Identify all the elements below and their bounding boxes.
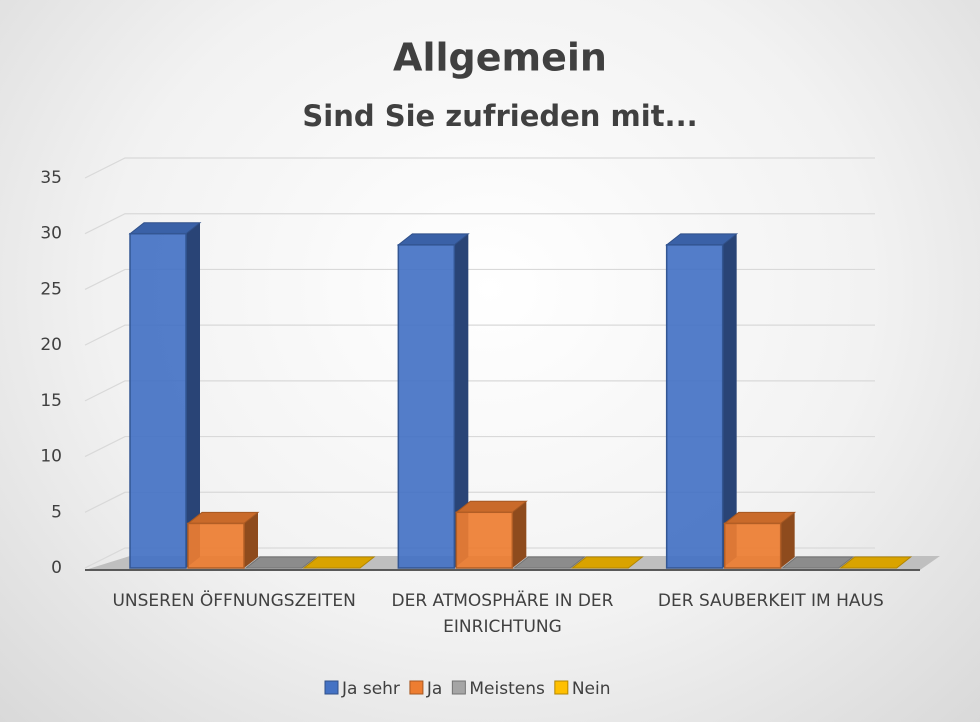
grid-line xyxy=(84,547,875,569)
bar xyxy=(244,556,318,569)
chart-subtitle: Sind Sie zufrieden mit... xyxy=(302,99,697,133)
y-tick-label: 30 xyxy=(40,224,62,244)
chart-title: Allgemein xyxy=(393,36,607,80)
x-tick-label: UNSEREN ÖFFNUNGSZEITEN xyxy=(112,591,356,611)
grid-line xyxy=(84,380,875,402)
bar xyxy=(128,222,202,569)
bar-face xyxy=(839,556,913,569)
y-tick-label: 10 xyxy=(40,447,62,467)
legend-label: Ja xyxy=(426,679,442,699)
bar xyxy=(302,556,376,569)
grid-line xyxy=(84,268,875,290)
y-tick-label: 0 xyxy=(51,558,62,578)
y-tick-label: 25 xyxy=(40,279,62,299)
bar-face xyxy=(780,512,795,568)
bar-face xyxy=(722,233,737,568)
legend-swatch xyxy=(324,680,339,695)
bar-face xyxy=(129,232,187,569)
bar-face xyxy=(570,556,644,569)
bar xyxy=(781,556,855,569)
bar xyxy=(839,556,913,569)
bar xyxy=(186,511,260,569)
grid-line xyxy=(84,491,875,513)
bar-face xyxy=(455,511,514,569)
legend-swatch xyxy=(409,680,424,695)
bar xyxy=(512,556,586,569)
bar-face xyxy=(302,556,376,569)
bar xyxy=(396,233,470,569)
bar-face xyxy=(244,556,318,569)
x-tick-label: DER SAUBERKEIT IM HAUS xyxy=(657,591,884,611)
bar-face xyxy=(187,522,245,569)
y-tick-label: 20 xyxy=(40,335,62,355)
bar-face xyxy=(723,522,782,569)
legend-swatch xyxy=(554,680,569,695)
bar-face xyxy=(665,244,724,569)
bar xyxy=(723,511,797,569)
legend-swatch xyxy=(451,680,466,695)
bar-face xyxy=(781,556,855,569)
grid-line xyxy=(84,157,875,179)
y-tick-label: 15 xyxy=(40,391,62,411)
grid-line xyxy=(84,213,875,235)
bar xyxy=(454,500,528,569)
bar-face xyxy=(512,556,586,569)
bar-face xyxy=(454,233,469,568)
bar xyxy=(665,233,739,569)
x-tick-label: DER ATMOSPHÄRE IN DER EINRICHTUNG xyxy=(391,591,614,637)
bar-face xyxy=(512,501,527,568)
bar-face xyxy=(397,244,456,569)
bar-face xyxy=(244,512,258,568)
legend-label: Nein xyxy=(572,679,611,699)
y-tick-label: 5 xyxy=(51,502,62,522)
legend-label: Meistens xyxy=(469,679,545,699)
bar xyxy=(570,556,644,569)
legend-label: Ja sehr xyxy=(341,679,400,699)
grid-line xyxy=(84,435,875,458)
bar-face xyxy=(186,222,200,568)
grid-line xyxy=(84,324,875,346)
y-tick-label: 35 xyxy=(40,168,62,188)
